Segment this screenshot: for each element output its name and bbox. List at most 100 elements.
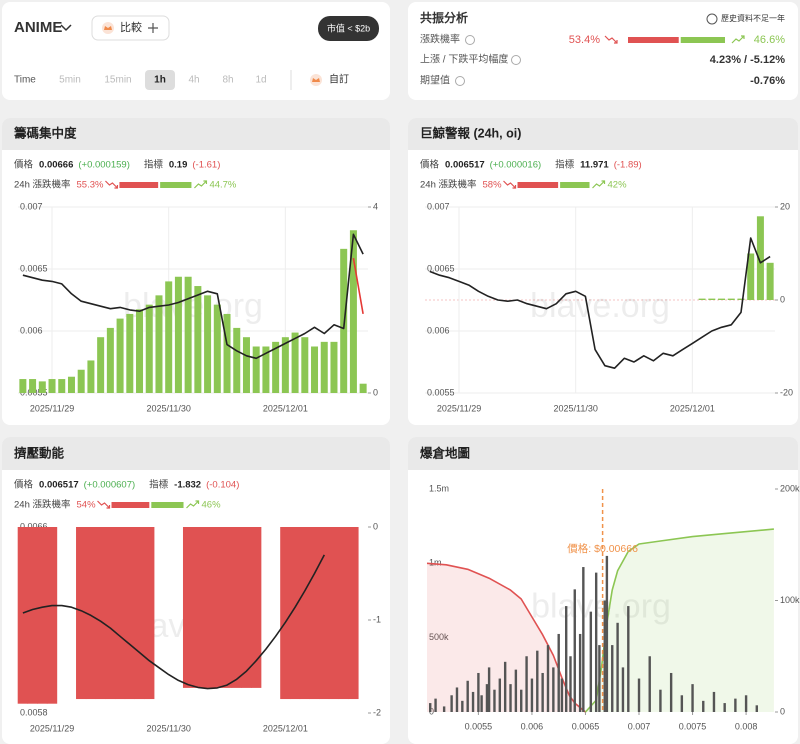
expectation: -0.76% bbox=[750, 75, 785, 87]
timeframe[interactable]: 8h bbox=[222, 75, 233, 86]
bar bbox=[299, 527, 310, 700]
trend-down-icon bbox=[604, 35, 618, 44]
bar bbox=[221, 527, 233, 688]
bar bbox=[252, 346, 260, 393]
y-tick-label: 0.007 bbox=[20, 201, 43, 211]
help-icon bbox=[455, 76, 465, 86]
x-tick-label: 2025/11/29 bbox=[437, 403, 481, 413]
chart-title: 巨鯨警報 (24h, oi) bbox=[420, 125, 521, 140]
timeframe[interactable]: 4h bbox=[188, 75, 199, 86]
timeframe[interactable]: 5min bbox=[59, 75, 81, 86]
bar bbox=[319, 527, 330, 700]
symbol-select[interactable]: ANIME bbox=[14, 19, 72, 36]
y2-tick-label: 200k bbox=[780, 483, 800, 493]
up-probability: 44.7% bbox=[209, 180, 236, 191]
bar bbox=[659, 689, 662, 712]
bar bbox=[242, 337, 250, 393]
info-text: 指標 bbox=[555, 159, 575, 171]
card bbox=[408, 118, 798, 425]
custom-label[interactable]: 自訂 bbox=[329, 73, 349, 86]
bar bbox=[712, 691, 716, 712]
x-tick-label: 2025/11/30 bbox=[146, 723, 190, 733]
bar bbox=[338, 527, 349, 700]
bar bbox=[691, 684, 694, 712]
custom-button[interactable]: 自訂 bbox=[310, 73, 349, 86]
info-text: 0.006517 bbox=[39, 480, 79, 491]
bar bbox=[487, 667, 491, 712]
bar bbox=[546, 645, 550, 712]
bar bbox=[19, 379, 27, 393]
bar bbox=[194, 286, 202, 393]
trend-up-icon bbox=[731, 35, 745, 44]
bar bbox=[755, 705, 758, 712]
x-tick-label: 2025/12/01 bbox=[263, 723, 308, 733]
bar bbox=[95, 527, 106, 700]
resonance-title: 共振分析 bbox=[420, 10, 468, 25]
y-tick-label: 1.5m bbox=[429, 483, 449, 493]
symbol[interactable]: ANIME bbox=[14, 19, 62, 36]
bar bbox=[145, 304, 153, 393]
help-icon bbox=[511, 55, 521, 65]
market-cap[interactable]: 市值 < $2b bbox=[327, 22, 370, 33]
chevron bbox=[60, 24, 72, 32]
bar bbox=[223, 313, 231, 393]
pill-bg bbox=[318, 16, 379, 41]
bar bbox=[165, 281, 173, 393]
x-tick-label: 0.006 bbox=[521, 721, 544, 731]
y2-tick-label: 0 bbox=[780, 294, 785, 304]
line bbox=[22, 233, 364, 360]
y-tick-label: 0.006 bbox=[427, 325, 450, 335]
bar bbox=[97, 337, 105, 393]
price-annotation: 價格: $0.00666 bbox=[567, 542, 638, 555]
info-text: (-1.61) bbox=[192, 160, 220, 171]
bar bbox=[594, 572, 598, 712]
bar bbox=[737, 298, 745, 300]
bar bbox=[67, 376, 75, 393]
bar bbox=[485, 684, 489, 712]
icon bbox=[312, 78, 320, 82]
bar bbox=[155, 295, 163, 393]
info-text: 價格 bbox=[14, 479, 34, 491]
info-text: 指標 bbox=[144, 159, 164, 171]
bar bbox=[348, 527, 359, 700]
bar bbox=[251, 527, 262, 688]
timeframe[interactable]: 1d bbox=[255, 75, 266, 86]
bar bbox=[680, 695, 684, 712]
prob-bar-down bbox=[111, 502, 150, 508]
info-text: (-1.89) bbox=[614, 160, 642, 171]
bar bbox=[434, 698, 437, 712]
y-tick-label: 500k bbox=[429, 632, 449, 642]
bar bbox=[212, 527, 223, 688]
area-fill bbox=[427, 563, 586, 712]
bar bbox=[241, 527, 252, 688]
timeframe[interactable]: 15min bbox=[104, 75, 131, 86]
info-icon bbox=[706, 13, 718, 25]
compare-label[interactable]: 比較 bbox=[120, 20, 142, 34]
up-probability: 46.6% bbox=[754, 34, 785, 46]
bar bbox=[202, 527, 213, 688]
bar bbox=[503, 661, 507, 712]
bar bbox=[541, 672, 544, 712]
info-text: 0.19 bbox=[169, 160, 188, 171]
bar bbox=[58, 379, 66, 393]
info-text: 0.00666 bbox=[39, 160, 73, 171]
chart-title: 爆倉地圖 bbox=[420, 445, 470, 460]
chart-title: 擠壓動能 bbox=[14, 445, 65, 460]
y-tick-label: 1m bbox=[429, 558, 442, 568]
y2-tick-label: 4 bbox=[373, 201, 378, 211]
bar bbox=[744, 695, 748, 712]
area-line bbox=[584, 528, 774, 713]
timeframe[interactable]: 1h bbox=[154, 75, 166, 86]
info-text: (+0.000159) bbox=[78, 160, 130, 171]
info-text: 11.971 bbox=[580, 160, 609, 171]
y-tick-label: 0.0065 bbox=[20, 263, 48, 273]
icon bbox=[104, 26, 112, 30]
bar bbox=[461, 700, 464, 712]
bar bbox=[477, 672, 480, 712]
market-cap-filter[interactable]: 市值 < $2b bbox=[318, 16, 379, 41]
prob-label: 24h 漲跌機率 bbox=[14, 179, 71, 191]
bar bbox=[77, 369, 85, 393]
time-label: Time bbox=[14, 75, 36, 86]
compare-button[interactable]: 比較 bbox=[91, 15, 170, 41]
